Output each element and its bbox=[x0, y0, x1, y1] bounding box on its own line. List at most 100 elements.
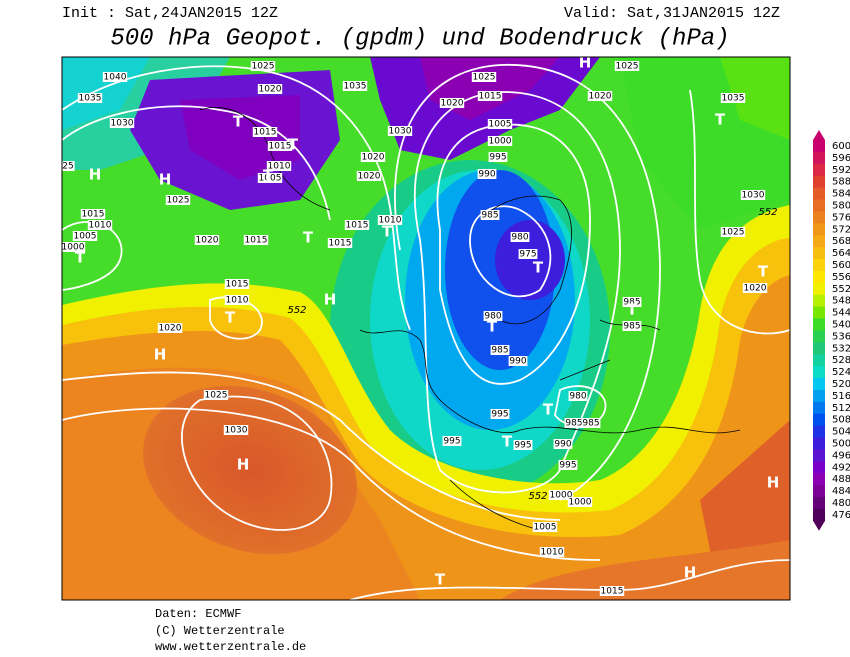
pressure-center: T bbox=[303, 229, 314, 247]
pressure-center: T bbox=[382, 223, 393, 241]
pressure-center: H bbox=[159, 171, 172, 189]
isobar-label: 1030 bbox=[111, 119, 134, 129]
pressure-center: H bbox=[89, 166, 102, 184]
legend-label: 484 bbox=[832, 486, 850, 497]
pressure-center: T bbox=[288, 136, 299, 154]
isobar-label-bg bbox=[327, 238, 353, 248]
isobar-label: 1000 bbox=[489, 137, 512, 147]
isobar-label-bg bbox=[720, 93, 746, 103]
isobar-label: 1000 bbox=[62, 243, 85, 253]
legend-label: 588 bbox=[832, 177, 850, 188]
isobar-label: 980 bbox=[484, 312, 501, 322]
pressure-center: H bbox=[767, 474, 780, 492]
legend-label: 572 bbox=[832, 224, 850, 235]
legend-label: 600 bbox=[832, 141, 850, 152]
legend-swatch bbox=[813, 318, 825, 331]
isobar-label-bg bbox=[477, 169, 497, 179]
legend-label: 584 bbox=[832, 189, 850, 200]
isobar-label-bg bbox=[518, 249, 538, 259]
isobar-label-bg bbox=[568, 391, 588, 401]
isobar-label-bg bbox=[532, 522, 558, 532]
legend-label: 480 bbox=[832, 498, 850, 509]
isobar-label: 1030 bbox=[225, 426, 248, 436]
legend-label: 540 bbox=[832, 319, 850, 330]
pressure-center: T bbox=[225, 309, 236, 327]
legend-swatch bbox=[813, 151, 825, 165]
isobar-label: 1015 bbox=[269, 142, 292, 152]
isobar-label: 1015 bbox=[479, 92, 502, 102]
isobar-label: 1005 bbox=[534, 523, 557, 533]
legend-swatch bbox=[813, 461, 825, 474]
isobar-label: 1025 bbox=[473, 73, 496, 83]
isobar-label: 990 bbox=[554, 440, 571, 450]
isobar-labels: 1040 1035 1030 1025 1020 1035 1030 1025 1015 1020… bbox=[62, 61, 768, 597]
isobar-label: 1025 bbox=[205, 391, 228, 401]
legend-swatch bbox=[813, 366, 825, 379]
legend-swatch bbox=[813, 282, 825, 296]
legend-label: 592 bbox=[832, 165, 850, 176]
legend-label: 544 bbox=[832, 308, 850, 319]
legend-swatch bbox=[813, 140, 825, 153]
isobar-label-bg bbox=[487, 119, 513, 129]
website: www.wetterzentrale.de bbox=[155, 640, 306, 654]
legend-label: 528 bbox=[832, 355, 850, 366]
legend-swatch bbox=[813, 449, 825, 462]
isobar-label-bg bbox=[740, 190, 766, 200]
isobar-label-bg bbox=[587, 91, 613, 101]
pressure-center: T bbox=[533, 259, 544, 277]
isobar-label-bg bbox=[80, 209, 106, 219]
isobar-label-bg bbox=[567, 497, 593, 507]
isobar-label-bg bbox=[257, 173, 283, 183]
legend-swatch bbox=[813, 354, 825, 367]
isobar-label: 990 bbox=[478, 170, 495, 180]
isobar-label: 1010 bbox=[379, 216, 402, 226]
isobar-label-bg bbox=[508, 356, 528, 366]
pressure-center: T bbox=[233, 113, 244, 131]
pressure-center: H bbox=[237, 456, 250, 474]
isobar-label: 1010 bbox=[268, 162, 291, 172]
isobar-label: 1025 bbox=[167, 196, 190, 206]
isobar-label: 1025 bbox=[616, 62, 639, 72]
isobar-label-bg bbox=[513, 440, 533, 450]
isobar-label-bg bbox=[488, 152, 508, 162]
isobar-label: 1025 bbox=[722, 228, 745, 238]
isobar-label: 985 bbox=[582, 419, 599, 429]
isobar-label-bg bbox=[622, 321, 642, 331]
isobar-label: 1010 bbox=[89, 221, 112, 231]
isobar-label: 985 bbox=[491, 346, 508, 356]
isobar-label: 995 bbox=[489, 153, 506, 163]
isobar-label-bg bbox=[109, 118, 135, 128]
legend-swatch bbox=[813, 259, 825, 272]
isobar-label-bg bbox=[250, 61, 276, 71]
isobar-label-bg bbox=[558, 460, 578, 470]
geopotential-labels: 552 552 552 bbox=[287, 207, 777, 502]
isobar-label-bg bbox=[614, 61, 640, 71]
isobar-label-bg bbox=[377, 215, 403, 225]
isobar-label-bg bbox=[356, 171, 382, 181]
isobar-label: 995 bbox=[491, 410, 508, 420]
isobar-label-bg bbox=[564, 418, 584, 428]
legend-swatch bbox=[813, 473, 825, 486]
isobar-label: 1020 bbox=[358, 172, 381, 182]
isobar-label: 1020 bbox=[259, 85, 282, 95]
pressure-center: T bbox=[715, 111, 726, 129]
isobar-label-bg bbox=[539, 547, 565, 557]
isobar-label: 980 bbox=[569, 392, 586, 402]
init-time: Init : Sat,24JAN2015 12Z bbox=[62, 5, 278, 22]
legend-label: 508 bbox=[832, 415, 850, 426]
isobar-label: 1015 bbox=[82, 210, 105, 220]
legend-label: 488 bbox=[832, 474, 850, 485]
pressure-center: T bbox=[502, 433, 513, 451]
isobar-label-bg bbox=[223, 425, 249, 435]
legend-swatch bbox=[813, 270, 825, 284]
isobar-label: 985 bbox=[565, 419, 582, 429]
legend-label: 516 bbox=[832, 391, 850, 402]
isobar-label-bg bbox=[439, 98, 465, 108]
legend-swatch bbox=[813, 342, 825, 355]
isobar-label: 1010 bbox=[541, 548, 564, 558]
isobar-label: 1020 bbox=[589, 92, 612, 102]
isobar-label: 1010 bbox=[226, 296, 249, 306]
legend-arrow-top bbox=[813, 130, 825, 140]
